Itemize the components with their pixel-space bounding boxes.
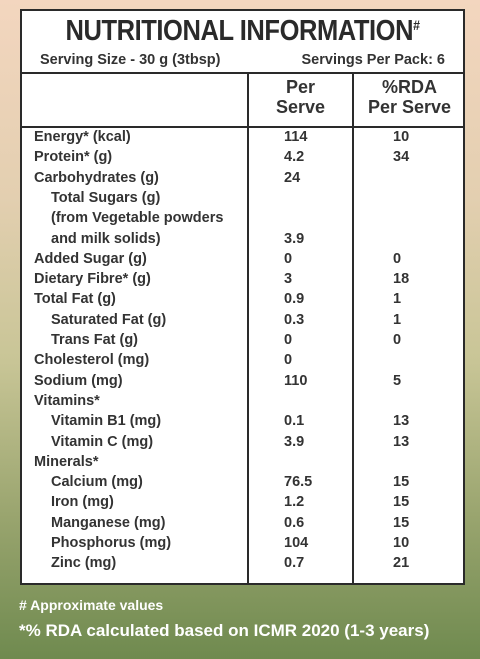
rda-value: 13 [393,413,410,430]
rda-value: 15 [393,514,410,531]
rda-value: 21 [393,555,410,572]
table-row: Dietary Fibre* (g) 3 18 [22,271,463,291]
servings-per-pack: Servings Per Pack: 6 [301,52,445,68]
table-row: Vitamins* [22,393,463,413]
rda-value: 10 [393,535,410,551]
per-serve-value: 3 [284,271,293,288]
table-row: Total Fat (g) 0.9 1 [22,291,463,311]
nutrient-name: Zinc (mg) [51,555,117,572]
table-row: Calcium (mg) 76.5 15 [22,474,463,494]
column-divider-1 [247,73,249,583]
header-divider [22,126,463,128]
table-row: Manganese (mg) 0.6 15 [22,515,463,535]
per-serve-value: 1.2 [284,494,305,511]
title-footnote-mark: # [413,17,420,33]
nutrient-name: Total Sugars (g) [51,189,161,206]
nutrient-name: Cholesterol (mg) [34,352,150,369]
rda-value: 10 [393,129,410,145]
table-row: Phosphorus (mg) 104 10 [22,535,463,555]
per-serve-value: 3.9 [284,433,305,450]
nutrient-name: and milk solids) [51,230,161,247]
table-row: Vitamin C (mg) 3.9 13 [22,434,463,454]
column-header-rda-line2: Per Serve [367,97,452,117]
nutrient-name: Energy* (kcal) [34,129,131,145]
nutrient-name: Dietary Fibre* (g) [34,271,151,288]
per-serve-value: 114 [284,129,308,145]
column-header-rda-line1: %RDA [381,77,437,97]
per-serve-value: 104 [284,535,309,551]
nutrient-name: Vitamins* [34,392,100,409]
table-top-divider [22,72,463,74]
per-serve-value: 0 [284,332,293,348]
rda-value: 18 [393,271,410,288]
nutrient-name: Vitamin C (mg) [51,433,154,450]
nutrient-name: Carbohydrates (g) [34,169,159,186]
page-title: NUTRITIONAL INFORMATION# [48,15,436,48]
per-serve-value: 4.2 [284,149,305,166]
table-row: Minerals* [22,454,463,474]
footnote-approximate: # Approximate values [19,597,164,613]
rda-value: 13 [393,433,410,450]
per-serve-value: 3.9 [284,230,305,247]
table-row: Cholesterol (mg) 0 [22,352,463,372]
per-serve-value: 0.9 [284,291,305,308]
column-header-per-serve-line1: Per [285,77,316,97]
table-row: Protein* (g) 4.2 34 [22,149,463,169]
table-row: Vitamin B1 (mg) 0.1 13 [22,413,463,433]
per-serve-value: 0.3 [284,311,305,328]
nutrient-name: Minerals* [34,453,99,470]
column-divider-2 [352,73,354,583]
nutrient-name: Iron (mg) [51,494,114,511]
table-row: Saturated Fat (g) 0.3 1 [22,312,463,332]
rda-value: 5 [393,372,402,389]
per-serve-value: 0.1 [284,413,305,430]
table-row: (from Vegetable powders [22,210,463,230]
nutrition-panel: NUTRITIONAL INFORMATION# Serving Size - … [20,9,465,585]
per-serve-value: 110 [284,372,308,389]
column-header-rda: %RDA Per Serve [354,77,465,117]
table-row: Iron (mg) 1.2 15 [22,494,463,514]
per-serve-value: 0 [284,352,293,369]
footnote-rda: *% RDA calculated based on ICMR 2020 (1-… [19,621,430,640]
nutrient-name: Manganese (mg) [51,514,166,531]
title-text: NUTRITIONAL INFORMATION [65,15,414,47]
nutrient-name: Saturated Fat (g) [51,311,167,328]
nutrient-name: Sodium (mg) [34,372,123,389]
per-serve-value: 0.6 [284,514,305,531]
table-row: Sodium (mg) 110 5 [22,373,463,393]
table-row: Added Sugar (g) 0 0 [22,251,463,271]
table-row: and milk solids) 3.9 [22,231,463,251]
nutrient-name: Added Sugar (g) [34,250,147,267]
table-row: Zinc (mg) 0.7 21 [22,555,463,575]
nutrient-name: Calcium (mg) [51,474,143,491]
rda-value: 1 [393,291,402,308]
table-row: Trans Fat (g) 0 0 [22,332,463,352]
nutrient-name: Phosphorus (mg) [51,535,172,551]
per-serve-value: 24 [284,169,301,186]
nutrient-name: Total Fat (g) [34,291,116,308]
per-serve-value: 0 [284,250,293,267]
rda-value: 15 [393,474,410,491]
per-serve-value: 0.7 [284,555,305,572]
table-row: Carbohydrates (g) 24 [22,170,463,190]
nutrient-name: Trans Fat (g) [51,332,139,348]
nutrient-name: (from Vegetable powders [51,210,224,227]
rda-value: 0 [393,332,402,348]
rda-value: 15 [393,494,410,511]
column-header-per-serve: Per Serve [249,77,352,117]
per-serve-value: 76.5 [284,474,313,491]
column-header-per-serve-line2: Serve [275,97,326,117]
nutrient-name: Vitamin B1 (mg) [51,413,162,430]
table-row: Energy* (kcal) 114 10 [22,129,463,149]
rda-value: 1 [393,311,402,328]
rda-value: 34 [393,149,410,166]
serving-size: Serving Size - 30 g (3tbsp) [40,52,221,68]
nutrient-name: Protein* (g) [34,149,113,166]
rda-value: 0 [393,250,402,267]
table-row: Total Sugars (g) [22,190,463,210]
